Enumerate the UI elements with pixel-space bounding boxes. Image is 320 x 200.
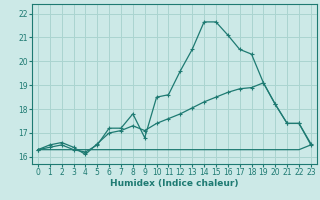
X-axis label: Humidex (Indice chaleur): Humidex (Indice chaleur) [110,179,239,188]
